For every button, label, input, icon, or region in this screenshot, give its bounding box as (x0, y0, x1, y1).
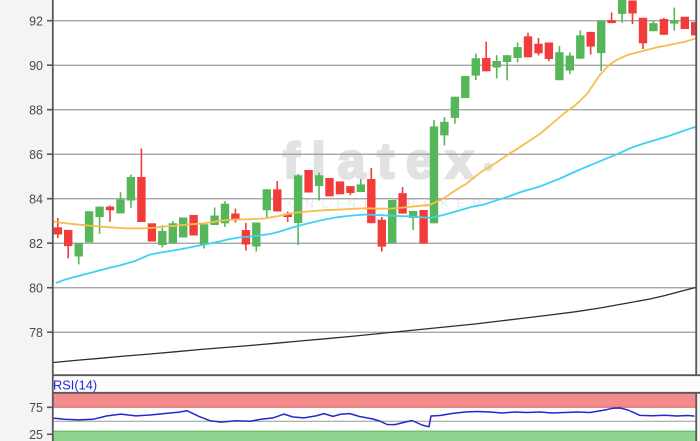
svg-text:flatex: flatex (283, 133, 486, 189)
svg-text:80: 80 (29, 282, 43, 296)
svg-text:92: 92 (29, 15, 43, 29)
svg-text:25: 25 (29, 428, 43, 441)
svg-text:RSI(14): RSI(14) (53, 378, 97, 393)
svg-text:82: 82 (29, 237, 43, 251)
svg-text:78: 78 (29, 326, 43, 340)
svg-text:88: 88 (29, 104, 43, 118)
svg-text:75: 75 (29, 401, 43, 415)
svg-text:86: 86 (29, 148, 43, 162)
svg-text:90: 90 (29, 59, 43, 73)
svg-text:84: 84 (29, 193, 43, 207)
